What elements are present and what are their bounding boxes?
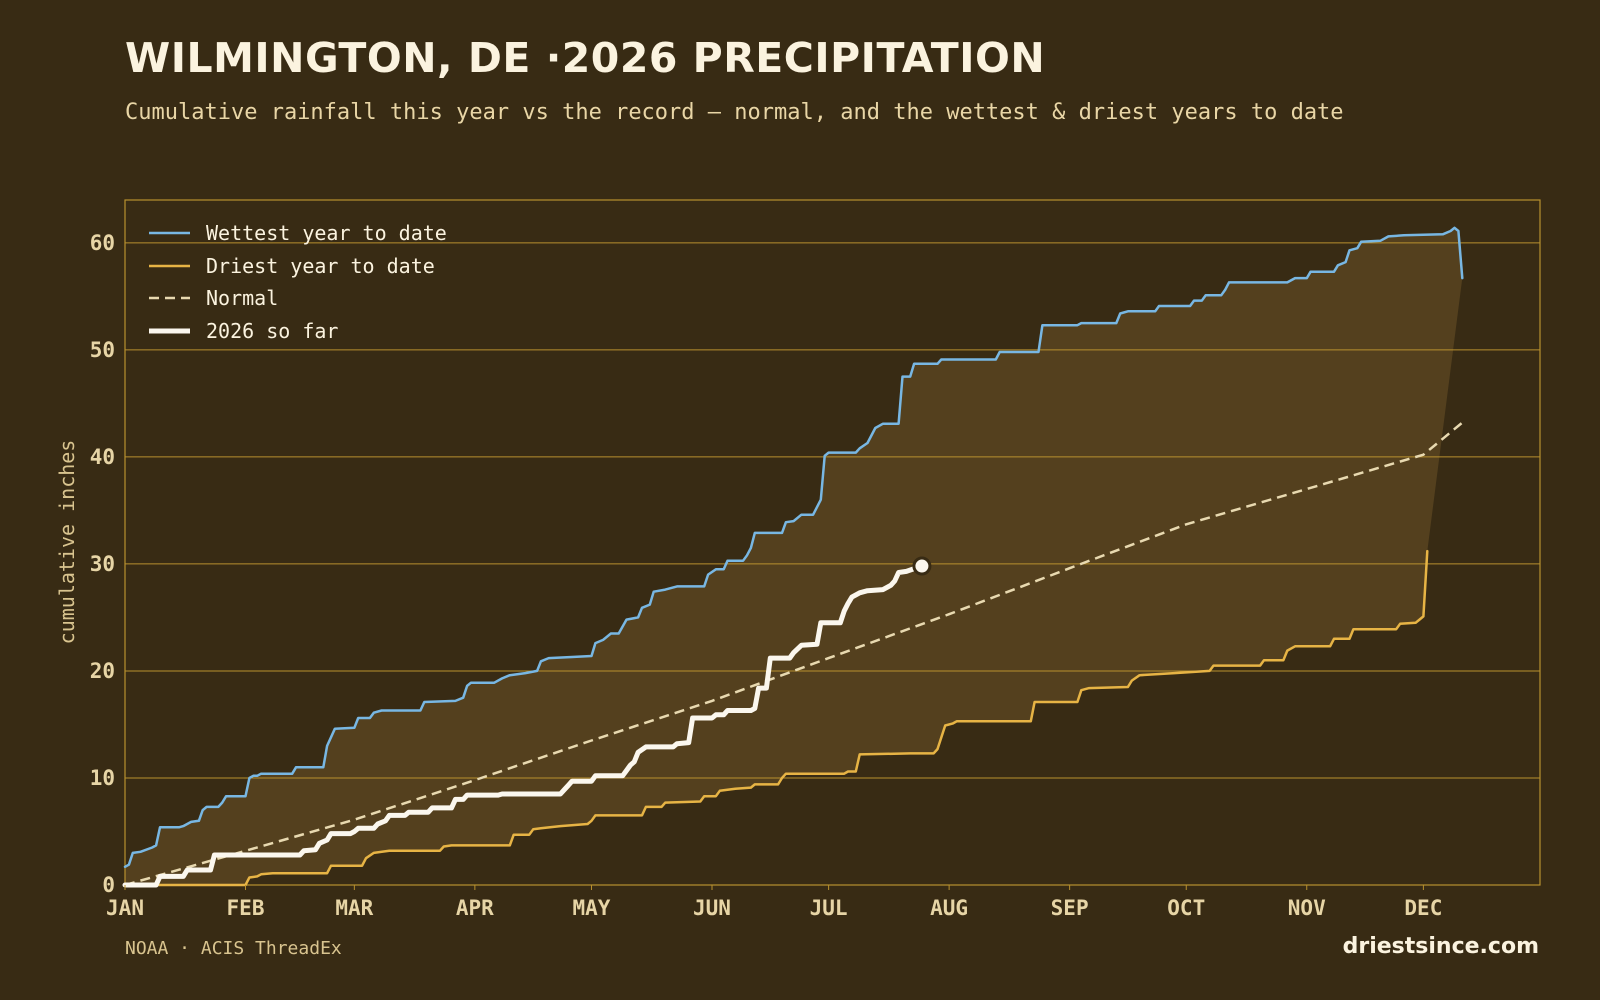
y-tick-label: 10 [90,766,115,790]
y-tick-label: 60 [90,231,115,255]
legend-label-wettest: Wettest year to date [206,221,447,245]
legend-label-current: 2026 so far [206,319,338,343]
plot-frame [124,199,1541,886]
series-line-normal [124,421,1464,887]
y-tick-labels: 0 10 20 30 40 50 60 [90,231,115,897]
x-tick-label: JAN [106,896,144,920]
y-tick-label: 20 [90,659,115,683]
x-tick-label: SEP [1051,896,1089,920]
legend-label-normal: Normal [206,286,278,310]
end-marker-layer [912,556,932,576]
x-tick-label: JUN [693,896,731,920]
y-tick-label: 30 [90,552,115,576]
page-title: WILMINGTON, DE ·2026 PRECIPITATION [125,34,1046,82]
legend-label-driest: Driest year to date [206,254,435,278]
x-tick-label: MAY [573,896,611,920]
gridlines [125,242,1540,779]
wettest-driest-band [125,227,1463,886]
series-line-driest [123,549,1429,887]
y-tick-label: 40 [90,445,115,469]
x-tick-label: OCT [1167,896,1205,920]
x-tick-label: FEB [227,896,265,920]
y-tick-label: 50 [90,338,115,362]
x-tick-label: NOV [1288,896,1326,920]
x-tick-labels: JAN FEB MAR APR MAY JUN JUL AUG SEP OCT NOV DEC [106,885,1442,920]
x-tick-label: AUG [930,896,968,920]
x-tick-label: MAR [335,896,373,920]
current-end-marker [912,556,932,576]
page-subtitle: Cumulative rainfall this year vs the rec… [125,100,1344,125]
legend: Wettest year to date Driest year to date… [149,221,447,343]
series-lines [122,226,1464,888]
x-tick-label: DEC [1404,896,1442,920]
site-link[interactable]: driestsince.com [1342,934,1539,959]
x-tick-label: APR [456,896,494,920]
series-line-wettest [123,226,1464,869]
x-tick-label: JUL [810,896,848,920]
wettest-driest-band-fill [125,227,1463,886]
data-source: NOAA · ACIS ThreadEx [125,938,342,959]
series-line-current [122,563,925,888]
y-tick-label: 0 [102,873,115,897]
y-axis-label: cumulative inches [55,440,79,645]
